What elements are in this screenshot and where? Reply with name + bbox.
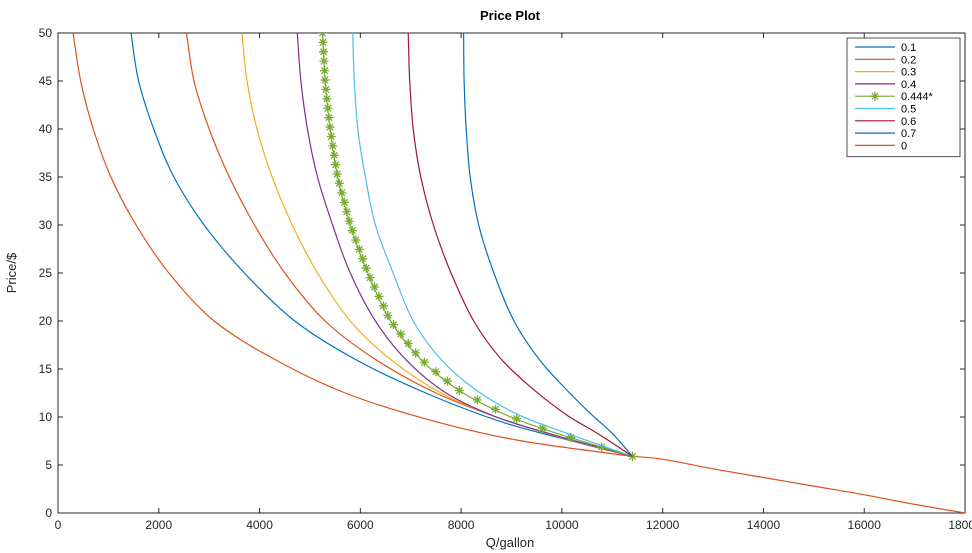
series-line-7 [463, 33, 633, 457]
asterisk-marker [319, 47, 329, 57]
asterisk-marker [354, 244, 364, 254]
asterisk-marker [325, 122, 335, 132]
asterisk-marker [374, 291, 384, 301]
y-tick-label: 0 [45, 506, 52, 520]
y-tick-label: 50 [39, 26, 53, 40]
asterisk-marker [319, 56, 329, 66]
x-axis-label: Q/gallon [486, 535, 534, 550]
legend-label-8: 0 [901, 140, 907, 152]
asterisk-marker [442, 376, 452, 386]
y-tick-label: 20 [39, 314, 53, 328]
asterisk-marker [321, 84, 331, 94]
x-tick-label: 6000 [347, 518, 374, 532]
asterisk-marker [472, 395, 482, 405]
asterisk-marker [332, 169, 342, 179]
legend-label-0: 0.1 [901, 42, 916, 54]
asterisk-marker [411, 348, 421, 358]
asterisk-marker [334, 179, 344, 189]
asterisk-marker [358, 254, 368, 264]
chart-title: Price Plot [480, 8, 541, 23]
asterisk-marker [326, 131, 336, 141]
asterisk-marker [323, 103, 333, 113]
asterisk-marker [328, 141, 338, 151]
asterisk-marker [388, 320, 398, 330]
legend-label-2: 0.3 [901, 67, 916, 79]
x-tick-label: 4000 [246, 518, 273, 532]
asterisk-marker [320, 66, 330, 76]
asterisk-marker [365, 273, 375, 283]
series-group [72, 33, 965, 513]
asterisk-marker [378, 301, 388, 311]
asterisk-marker [351, 235, 361, 245]
asterisk-marker [329, 150, 339, 160]
asterisk-marker [490, 404, 500, 414]
y-tick-label: 25 [39, 266, 53, 280]
series-shared-tail [632, 455, 965, 513]
plot-area: 0 2000 4000 6000 8000 10000 12000 14000 16000 180… [39, 26, 972, 532]
asterisk-marker [342, 207, 352, 217]
y-tick-label: 10 [39, 410, 53, 424]
asterisk-marker [344, 216, 354, 226]
y-axis-label: Price/$ [4, 252, 19, 293]
y-tick-label: 45 [39, 74, 53, 88]
legend-label-4: 0.444* [901, 91, 934, 103]
x-tick-label: 0 [55, 518, 62, 532]
x-tick-label: 8000 [448, 518, 475, 532]
x-tick-label: 16000 [848, 518, 882, 532]
asterisk-marker [331, 160, 341, 170]
series-line-5 [352, 33, 633, 457]
asterisk-marker [324, 113, 334, 123]
asterisk-marker [337, 188, 347, 198]
asterisk-marker [566, 433, 576, 443]
legend-label-3: 0.4 [901, 79, 916, 91]
asterisk-marker [454, 386, 464, 396]
series-line-3 [296, 33, 633, 457]
asterisk-marker [870, 91, 880, 101]
y-tick-label: 40 [39, 122, 53, 136]
legend-label-7: 0.7 [901, 128, 916, 140]
asterisk-marker [403, 338, 413, 348]
asterisk-marker [512, 414, 522, 424]
asterisk-marker [361, 263, 371, 273]
asterisk-marker [318, 33, 328, 38]
y-tick-label: 15 [39, 362, 53, 376]
x-tick-label: 14000 [747, 518, 781, 532]
series-line-8 [72, 33, 633, 457]
y-tick-label: 5 [45, 458, 52, 472]
x-tick-label: 2000 [145, 518, 172, 532]
asterisk-marker [538, 423, 548, 433]
asterisk-marker [383, 310, 393, 320]
series-line-6 [407, 33, 633, 457]
asterisk-marker [320, 75, 330, 85]
asterisk-marker [419, 357, 429, 367]
asterisk-marker [347, 226, 357, 236]
legend-label-5: 0.5 [901, 104, 916, 116]
asterisk-marker [597, 442, 607, 452]
legend: 0.10.20.30.40.444*0.50.60.70 [846, 37, 961, 158]
asterisk-marker [396, 329, 406, 339]
y-tick-label: 35 [39, 170, 53, 184]
axes-box [57, 32, 966, 514]
series-line-0 [130, 33, 633, 457]
x-tick-label: 12000 [646, 518, 680, 532]
legend-label-1: 0.2 [901, 54, 916, 66]
y-tick-label: 30 [39, 218, 53, 232]
asterisk-marker [339, 197, 349, 207]
asterisk-marker [322, 94, 332, 104]
asterisk-marker [370, 282, 380, 292]
legend-label-6: 0.6 [901, 116, 916, 128]
asterisk-marker [431, 367, 441, 377]
x-tick-label: 10000 [545, 518, 579, 532]
asterisk-marker [318, 37, 328, 47]
legend-box [846, 37, 961, 158]
